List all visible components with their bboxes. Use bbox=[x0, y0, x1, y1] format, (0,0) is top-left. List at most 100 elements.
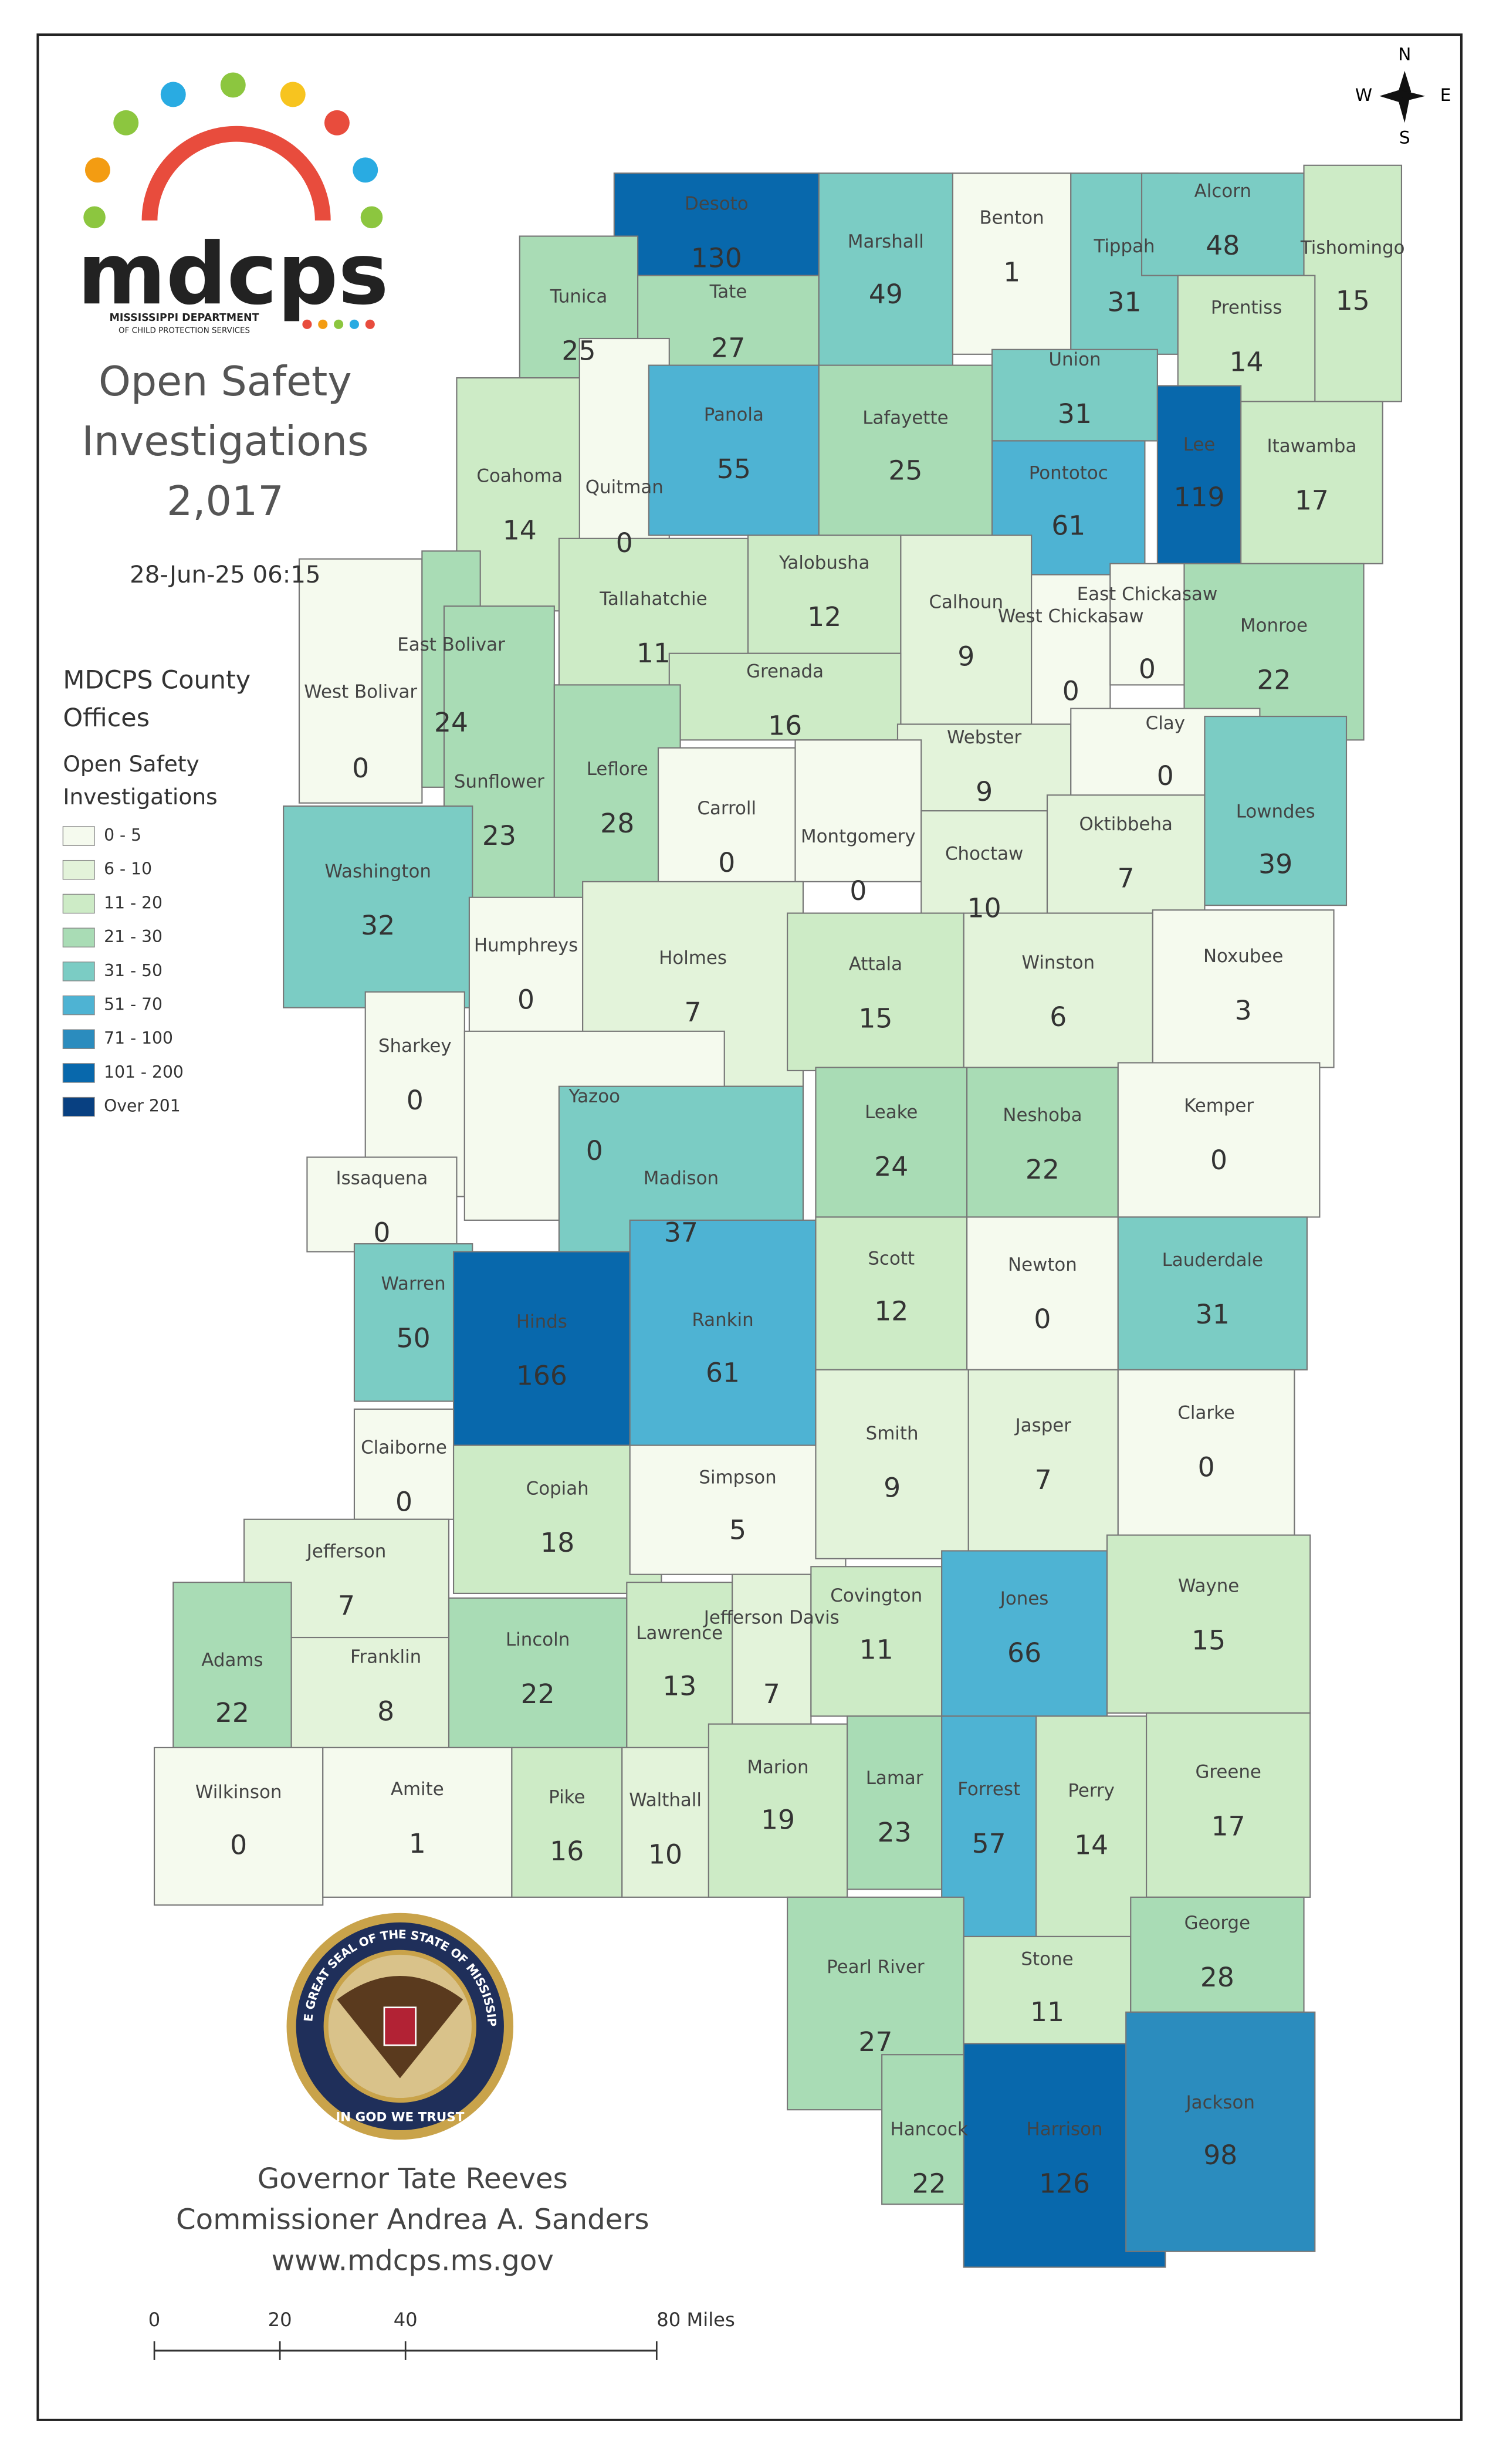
timestamp: 28-Jun-25 06:15 bbox=[130, 561, 320, 588]
county-value: 0 bbox=[407, 1085, 424, 1116]
county-value: 1 bbox=[1003, 256, 1020, 287]
county-value: 31 bbox=[1108, 286, 1142, 317]
county-value: 16 bbox=[550, 1836, 584, 1867]
county bbox=[613, 172, 820, 281]
county-value: 25 bbox=[888, 455, 922, 486]
county-value: 16 bbox=[768, 710, 802, 741]
county bbox=[283, 805, 473, 1008]
county-name: Tippah bbox=[1093, 236, 1155, 257]
county-value: 5 bbox=[729, 1515, 746, 1546]
county-value: 7 bbox=[763, 1678, 780, 1710]
legend-swatch bbox=[62, 1096, 95, 1117]
county bbox=[881, 2054, 977, 2205]
legend-heading: MDCPS County bbox=[63, 666, 251, 695]
county-name: Grenada bbox=[746, 661, 824, 682]
county-value: 23 bbox=[482, 820, 516, 851]
logo-dot bbox=[349, 319, 359, 329]
county-value: 12 bbox=[874, 1296, 908, 1327]
logo-dot bbox=[365, 319, 375, 329]
scale-label: 20 bbox=[268, 2309, 292, 2331]
county-name: Choctaw bbox=[945, 844, 1023, 865]
logo-arc bbox=[141, 126, 331, 221]
legend-swatch bbox=[62, 893, 95, 914]
county-value: 17 bbox=[1211, 1810, 1245, 1842]
county-name: Lafayette bbox=[862, 407, 948, 428]
logo-dot bbox=[83, 206, 106, 229]
county bbox=[1204, 716, 1348, 906]
compass-label: E bbox=[1440, 85, 1451, 105]
county-name: West Chickasaw bbox=[998, 606, 1144, 627]
county-name: Union bbox=[1048, 349, 1101, 370]
county bbox=[1109, 563, 1185, 686]
county-value: 10 bbox=[967, 893, 1001, 924]
county-value: 9 bbox=[976, 776, 993, 807]
county-value: 7 bbox=[685, 997, 702, 1028]
logo-dot bbox=[84, 157, 110, 183]
county-value: 0 bbox=[718, 847, 735, 878]
county-value: 11 bbox=[1030, 1996, 1064, 2028]
logo-dot bbox=[113, 110, 139, 136]
county-name: Kemper bbox=[1184, 1095, 1254, 1116]
county-name: Tishomingo bbox=[1300, 238, 1405, 259]
county-name: Quitman bbox=[585, 476, 664, 497]
county-name: Rankin bbox=[692, 1309, 753, 1331]
scale-label: 0 bbox=[148, 2309, 160, 2331]
county-value: 49 bbox=[869, 279, 903, 310]
county bbox=[153, 1747, 324, 1906]
county-name: Yazoo bbox=[568, 1086, 620, 1107]
county-value: 22 bbox=[912, 2168, 946, 2199]
county-name: Webster bbox=[947, 727, 1021, 748]
county-value: 22 bbox=[1257, 665, 1291, 696]
county-value: 0 bbox=[395, 1486, 412, 1517]
county bbox=[1117, 1216, 1308, 1370]
footer-line: www.mdcps.ms.gov bbox=[272, 2244, 554, 2277]
county bbox=[626, 1582, 733, 1748]
county-value: 61 bbox=[1051, 510, 1085, 541]
county bbox=[810, 1566, 943, 1717]
county-value: 13 bbox=[662, 1670, 696, 1701]
county bbox=[1125, 2011, 1316, 2252]
county-value: 0 bbox=[1034, 1304, 1051, 1335]
legend-swatch bbox=[62, 995, 95, 1016]
county-name: Wilkinson bbox=[195, 1782, 282, 1803]
county-name: Lauderdale bbox=[1162, 1250, 1263, 1271]
county bbox=[1130, 1896, 1305, 2013]
legend-label: 11 - 20 bbox=[104, 893, 163, 912]
county-value: 25 bbox=[561, 336, 595, 367]
county-value: 27 bbox=[858, 2026, 892, 2057]
logo-dot bbox=[353, 157, 378, 183]
county-name: Coahoma bbox=[476, 466, 563, 487]
county bbox=[511, 1747, 623, 1898]
county-value: 6 bbox=[1050, 1001, 1067, 1033]
county-value: 23 bbox=[878, 1817, 912, 1848]
county-name: Jefferson Davis bbox=[703, 1607, 840, 1628]
county-name: Desoto bbox=[685, 193, 749, 214]
county-name: Tallahatchie bbox=[599, 588, 707, 610]
county bbox=[1303, 164, 1403, 402]
legend-swatch bbox=[62, 962, 95, 981]
seal-shield bbox=[383, 2006, 417, 2046]
county-value: 0 bbox=[352, 753, 369, 784]
county-value: 0 bbox=[849, 875, 867, 906]
legend-swatch bbox=[62, 1063, 95, 1083]
county-name: Amite bbox=[391, 1779, 444, 1800]
county-name: Adams bbox=[201, 1650, 263, 1671]
county-value: 18 bbox=[540, 1527, 574, 1558]
county bbox=[952, 172, 1072, 355]
county-value: 61 bbox=[706, 1357, 740, 1388]
county-name: Marshall bbox=[848, 231, 924, 252]
county-name: Madison bbox=[644, 1168, 719, 1189]
county-value: 0 bbox=[1062, 675, 1079, 706]
legend-swatch bbox=[62, 826, 95, 846]
county-name: Harrison bbox=[1026, 2119, 1102, 2140]
county-name: Monroe bbox=[1240, 615, 1308, 637]
county-name: Sunflower bbox=[454, 771, 544, 792]
county-name: Warren bbox=[381, 1273, 446, 1294]
county bbox=[306, 1156, 458, 1253]
legend-label: 21 - 30 bbox=[104, 927, 163, 946]
county-name: Lee bbox=[1183, 434, 1216, 455]
legend-label: 71 - 100 bbox=[104, 1028, 173, 1048]
county-name: Leake bbox=[865, 1102, 918, 1123]
logo-dot bbox=[334, 319, 344, 329]
county bbox=[1140, 172, 1305, 276]
